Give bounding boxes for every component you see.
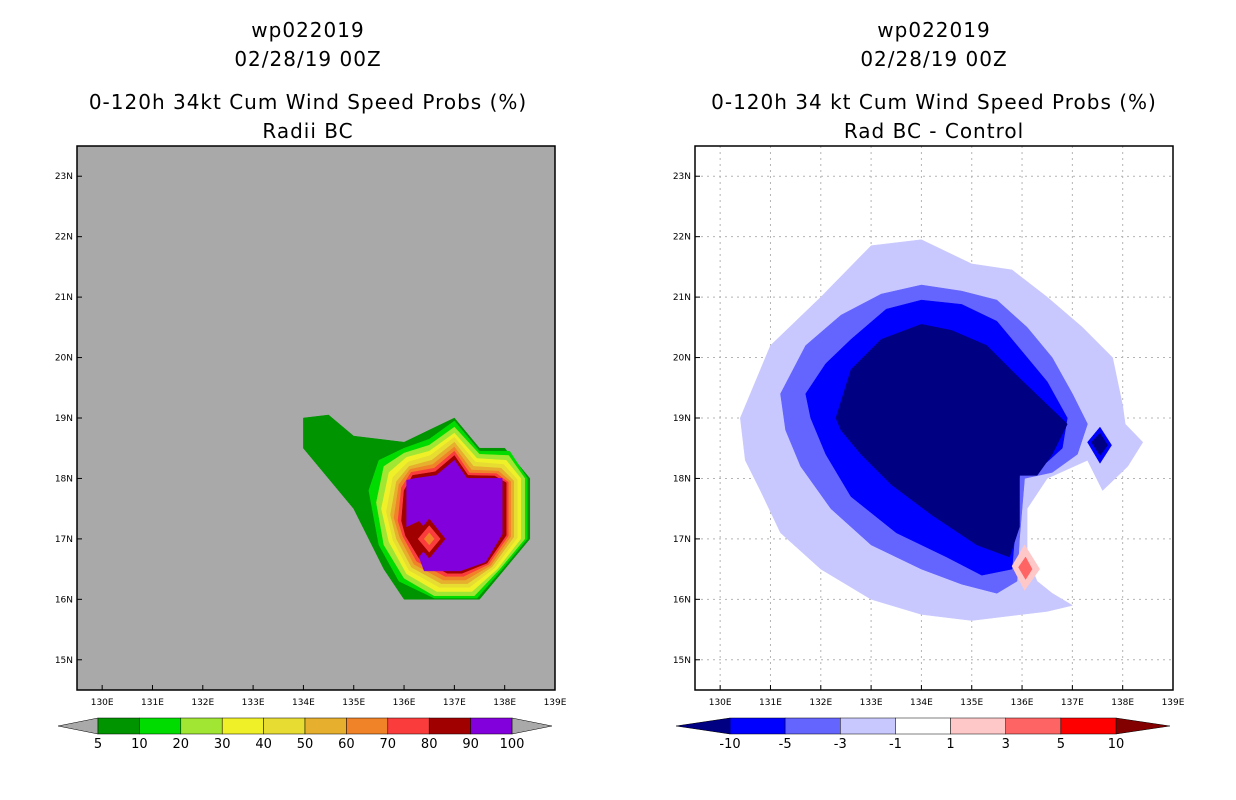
colorbar-cell	[428, 717, 471, 735]
lat-tick-label: 18N	[55, 474, 73, 484]
left-map-title: wp022019 02/28/19 00Z 0-120h 34kt Cum Wi…	[77, 16, 539, 146]
colorbar-label: 60	[338, 737, 355, 752]
left-title-storm-id: wp022019	[251, 18, 365, 42]
colorbar-cell	[1005, 717, 1062, 735]
lat-tick-label: 19N	[55, 414, 73, 424]
lon-tick-label: 132E	[809, 698, 832, 708]
colorbar-label: 3	[1002, 737, 1010, 752]
lon-tick-label: 134E	[910, 698, 933, 708]
lon-tick-label: 138E	[1111, 698, 1134, 708]
colorbar-label: -10	[719, 737, 740, 752]
colorbar-cell	[950, 717, 1006, 735]
left-contour-60-inner	[423, 532, 435, 546]
lon-tick-label: 134E	[292, 698, 315, 708]
right-map-panel: 130E 131E 132E 133E 134E 135E 136E 137E 138E 139E…	[673, 145, 1185, 708]
lon-tick-label: 137E	[443, 698, 466, 708]
lat-tick-label: 17N	[673, 535, 691, 545]
lon-tick-label: 138E	[493, 698, 516, 708]
colorbar-label: -3	[834, 737, 847, 752]
lon-tick-label: 135E	[342, 698, 365, 708]
lat-tick-label: 15N	[55, 656, 73, 666]
colorbar-label: 20	[173, 737, 190, 752]
colorbar-cell	[895, 717, 951, 735]
lat-tick-label: 23N	[673, 172, 691, 182]
colorbar-cell	[221, 717, 264, 735]
lon-tick-label: 135E	[960, 698, 983, 708]
lon-tick-label: 131E	[141, 698, 164, 708]
colorbar-high-extension	[1115, 717, 1171, 735]
lon-tick-label: 133E	[242, 698, 265, 708]
right-title-subtitle: Rad BC - Control	[843, 119, 1025, 143]
colorbar-cell	[304, 717, 347, 735]
colorbar-cell	[784, 717, 841, 735]
colorbar-label: 10	[131, 737, 148, 752]
right-title-product: 0-120h 34 kt Cum Wind Speed Probs (%)	[711, 90, 1157, 114]
lat-tick-label: 16N	[673, 595, 691, 605]
colorbar-cell	[1060, 717, 1117, 735]
colorbar-label: 70	[380, 737, 397, 752]
right-map-title: wp022019 02/28/19 00Z 0-120h 34 kt Cum W…	[694, 16, 1174, 146]
right-contour--10-blob	[1091, 432, 1108, 456]
colorbar-cell	[840, 717, 896, 735]
lon-tick-label: 132E	[191, 698, 214, 708]
colorbar-label: 50	[297, 737, 314, 752]
lat-tick-label: 20N	[673, 354, 691, 364]
colorbar-cell	[346, 717, 389, 735]
colorbar-label: 30	[214, 737, 231, 752]
lat-tick-label: 19N	[673, 414, 691, 424]
colorbar-high-extension	[511, 717, 553, 735]
lat-tick-label: 21N	[55, 293, 73, 303]
colorbar-label: 90	[462, 737, 479, 752]
left-title-date: 02/28/19 00Z	[234, 47, 382, 71]
colorbar-cell	[180, 717, 223, 735]
lat-tick-label: 15N	[673, 656, 691, 666]
colorbar-label: 5	[94, 737, 102, 752]
right-contour--10	[835, 324, 1068, 558]
colorbar-label: 10	[1108, 737, 1125, 752]
lon-tick-label: 139E	[544, 698, 567, 708]
colorbar-cell	[139, 717, 182, 735]
lat-tick-label: 21N	[673, 293, 691, 303]
lat-tick-label: 23N	[55, 172, 73, 182]
lon-tick-label: 130E	[91, 698, 114, 708]
colorbar-label: 80	[421, 737, 438, 752]
left-map-panel: 130E 131E 132E 133E 134E 135E 136E 137E 138E 139E…	[55, 145, 567, 708]
lat-tick-label: 18N	[673, 474, 691, 484]
right-title-storm-id: wp022019	[877, 18, 991, 42]
left-title-product: 0-120h 34kt Cum Wind Speed Probs (%)	[88, 90, 528, 114]
lon-tick-label: 136E	[393, 698, 416, 708]
left-colorbar: 5 10 20 30 40 50 60 70 80 90 100	[57, 717, 553, 752]
lon-tick-label: 133E	[860, 698, 883, 708]
colorbar-cell	[729, 717, 786, 735]
colorbar-label: 100	[500, 737, 525, 752]
lat-tick-label: 17N	[55, 535, 73, 545]
lon-tick-label: 136E	[1011, 698, 1034, 708]
right-colorbar: -10 -5 -3 -1 1 3 5 10	[675, 717, 1171, 752]
lat-tick-label: 20N	[55, 354, 73, 364]
colorbar-cell	[263, 717, 306, 735]
colorbar-label: 40	[255, 737, 272, 752]
lat-tick-label: 22N	[55, 233, 73, 243]
lon-tick-label: 131E	[759, 698, 782, 708]
lon-tick-label: 139E	[1162, 698, 1185, 708]
colorbar-label: 1	[946, 737, 954, 752]
colorbar-label: -1	[889, 737, 902, 752]
colorbar-cell	[470, 717, 513, 735]
colorbar-cell	[387, 717, 430, 735]
colorbar-low-extension	[57, 717, 99, 735]
lon-tick-label: 130E	[709, 698, 732, 708]
colorbar-label: 5	[1057, 737, 1065, 752]
colorbar-low-extension	[675, 717, 731, 735]
colorbar-cell	[97, 717, 140, 735]
right-title-date: 02/28/19 00Z	[860, 47, 1008, 71]
colorbar-label: -5	[779, 737, 792, 752]
right-contour-5-blob	[1018, 556, 1033, 580]
left-title-subtitle: Radii BC	[262, 119, 354, 143]
lat-tick-label: 22N	[673, 233, 691, 243]
lon-tick-label: 137E	[1061, 698, 1084, 708]
lat-tick-label: 16N	[55, 595, 73, 605]
